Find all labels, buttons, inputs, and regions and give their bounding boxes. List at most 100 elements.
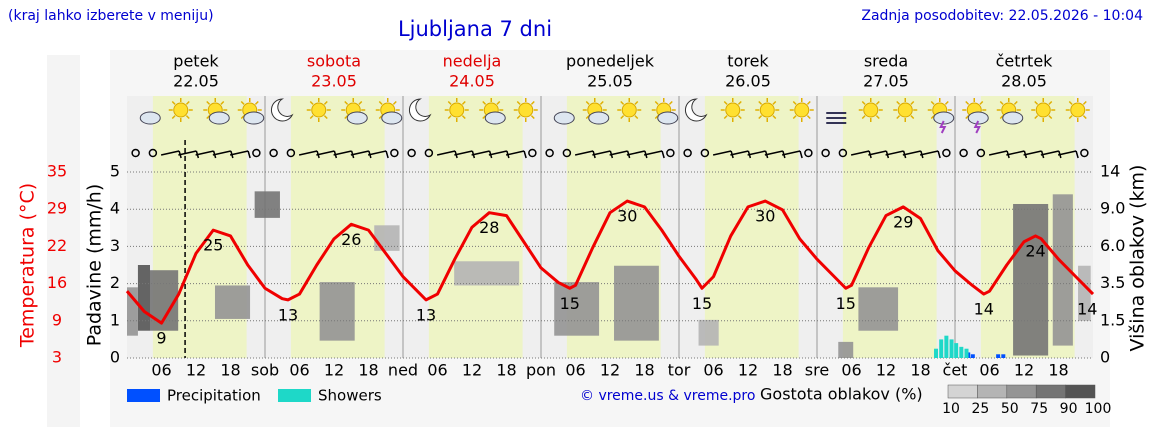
density-tick-label: 25 — [971, 401, 989, 417]
sun-ray — [392, 100, 397, 105]
weather-icon — [341, 98, 368, 125]
sun-ray — [206, 115, 211, 120]
density-swatch — [1006, 384, 1037, 399]
lightning — [973, 120, 981, 134]
sun — [1070, 102, 1086, 118]
sun — [1035, 102, 1051, 118]
x-tick-label: 18 — [496, 361, 516, 380]
calm-wind — [804, 148, 813, 158]
sun-ray — [1013, 100, 1018, 105]
day-name: ponedeljek — [566, 52, 655, 71]
sun-ray — [861, 100, 866, 105]
calm-wind — [959, 148, 968, 158]
sun — [311, 102, 327, 118]
sun-ray — [758, 115, 763, 120]
sun-ray — [1068, 115, 1073, 120]
x-tick-label: 06 — [151, 361, 171, 380]
sun — [759, 102, 775, 118]
sun-ray — [620, 115, 625, 120]
x-tick-label: pon — [526, 361, 556, 380]
wind-barb — [643, 150, 663, 156]
precipitation-bar — [934, 348, 939, 358]
sun-ray — [634, 115, 639, 120]
density-tick-label: 100 — [1085, 401, 1112, 417]
weather-icon — [962, 98, 989, 134]
temperature-label: 30 — [755, 207, 775, 226]
wind-barb — [1075, 150, 1079, 159]
sun-ray — [620, 100, 625, 105]
sun-ray — [930, 100, 935, 105]
day-name: sreda — [864, 52, 908, 71]
temperature-label: 9 — [156, 329, 166, 348]
wind-barb — [316, 150, 335, 156]
temperature-label: 15 — [692, 294, 712, 313]
calm-wind — [148, 148, 158, 158]
y2-tick-label: 9.0 — [1100, 199, 1125, 218]
calm-wind — [1080, 148, 1089, 158]
wind-barb — [160, 150, 180, 156]
weather-icon — [996, 98, 1024, 125]
precipitation-bar — [944, 335, 949, 358]
weather-icon — [755, 98, 780, 122]
cloud-layer — [1052, 194, 1073, 346]
wind-barb — [436, 150, 456, 156]
sun-ray — [206, 100, 211, 105]
x-tick-label: čet — [943, 361, 968, 380]
wind-barb — [1023, 150, 1042, 156]
moon — [408, 98, 432, 122]
sun-ray — [240, 100, 245, 105]
wind-barb — [868, 150, 887, 156]
x-tick-label: 12 — [876, 361, 896, 380]
sun-ray — [910, 100, 915, 105]
x-tick-label: 12 — [462, 361, 482, 380]
calm-wind — [390, 148, 399, 158]
wind-barb — [229, 150, 249, 156]
calm-wind — [683, 148, 692, 158]
x-tick-label: 18 — [910, 361, 930, 380]
sun-ray — [254, 100, 259, 105]
day-date: 24.05 — [449, 72, 495, 91]
sun-ray — [1048, 115, 1053, 120]
credit: © vreme.us & vreme.pro — [580, 388, 755, 404]
x-tick-label: 06 — [979, 361, 999, 380]
sun — [725, 102, 741, 118]
sun-ray — [599, 100, 604, 105]
weather-icon — [684, 98, 708, 122]
x-tick-label: 18 — [772, 361, 792, 380]
x-tick-label: 12 — [738, 361, 758, 380]
sun-ray — [896, 100, 901, 105]
weather-icon — [203, 98, 230, 125]
wind-barb — [247, 150, 251, 159]
calm-wind — [976, 148, 986, 158]
wind-barb — [730, 150, 749, 156]
weather-icon — [237, 98, 265, 125]
sun-ray — [806, 115, 811, 120]
sun — [518, 102, 534, 118]
y2-tick-label: 3.5 — [1100, 273, 1125, 292]
calm-wind — [269, 148, 278, 158]
x-tick-label: ned — [388, 361, 418, 380]
sun-ray — [806, 100, 811, 105]
wind-barb — [212, 150, 232, 156]
cloud — [381, 111, 403, 125]
wind-barb — [850, 150, 870, 156]
sun-ray — [530, 100, 535, 105]
sun-ray — [358, 100, 363, 105]
day-date: 26.05 — [725, 72, 771, 91]
sun-ray — [654, 100, 659, 105]
day-name: nedelja — [443, 52, 502, 71]
sun-ray — [965, 115, 970, 120]
day-name: petek — [173, 52, 219, 71]
sun-ray — [344, 100, 349, 105]
temperature-axis-title: Temperatura (°C) — [17, 183, 39, 348]
density-tick-label: 10 — [942, 401, 960, 417]
wind-barb — [333, 150, 352, 156]
temperature-tick-label: 35 — [47, 162, 67, 181]
y-tick-label: 3 — [110, 236, 120, 255]
sun-ray — [654, 115, 659, 120]
weather-icon — [893, 98, 918, 122]
sun-ray — [516, 100, 521, 105]
temperature-line — [125, 199, 1095, 325]
sun-ray — [530, 115, 535, 120]
